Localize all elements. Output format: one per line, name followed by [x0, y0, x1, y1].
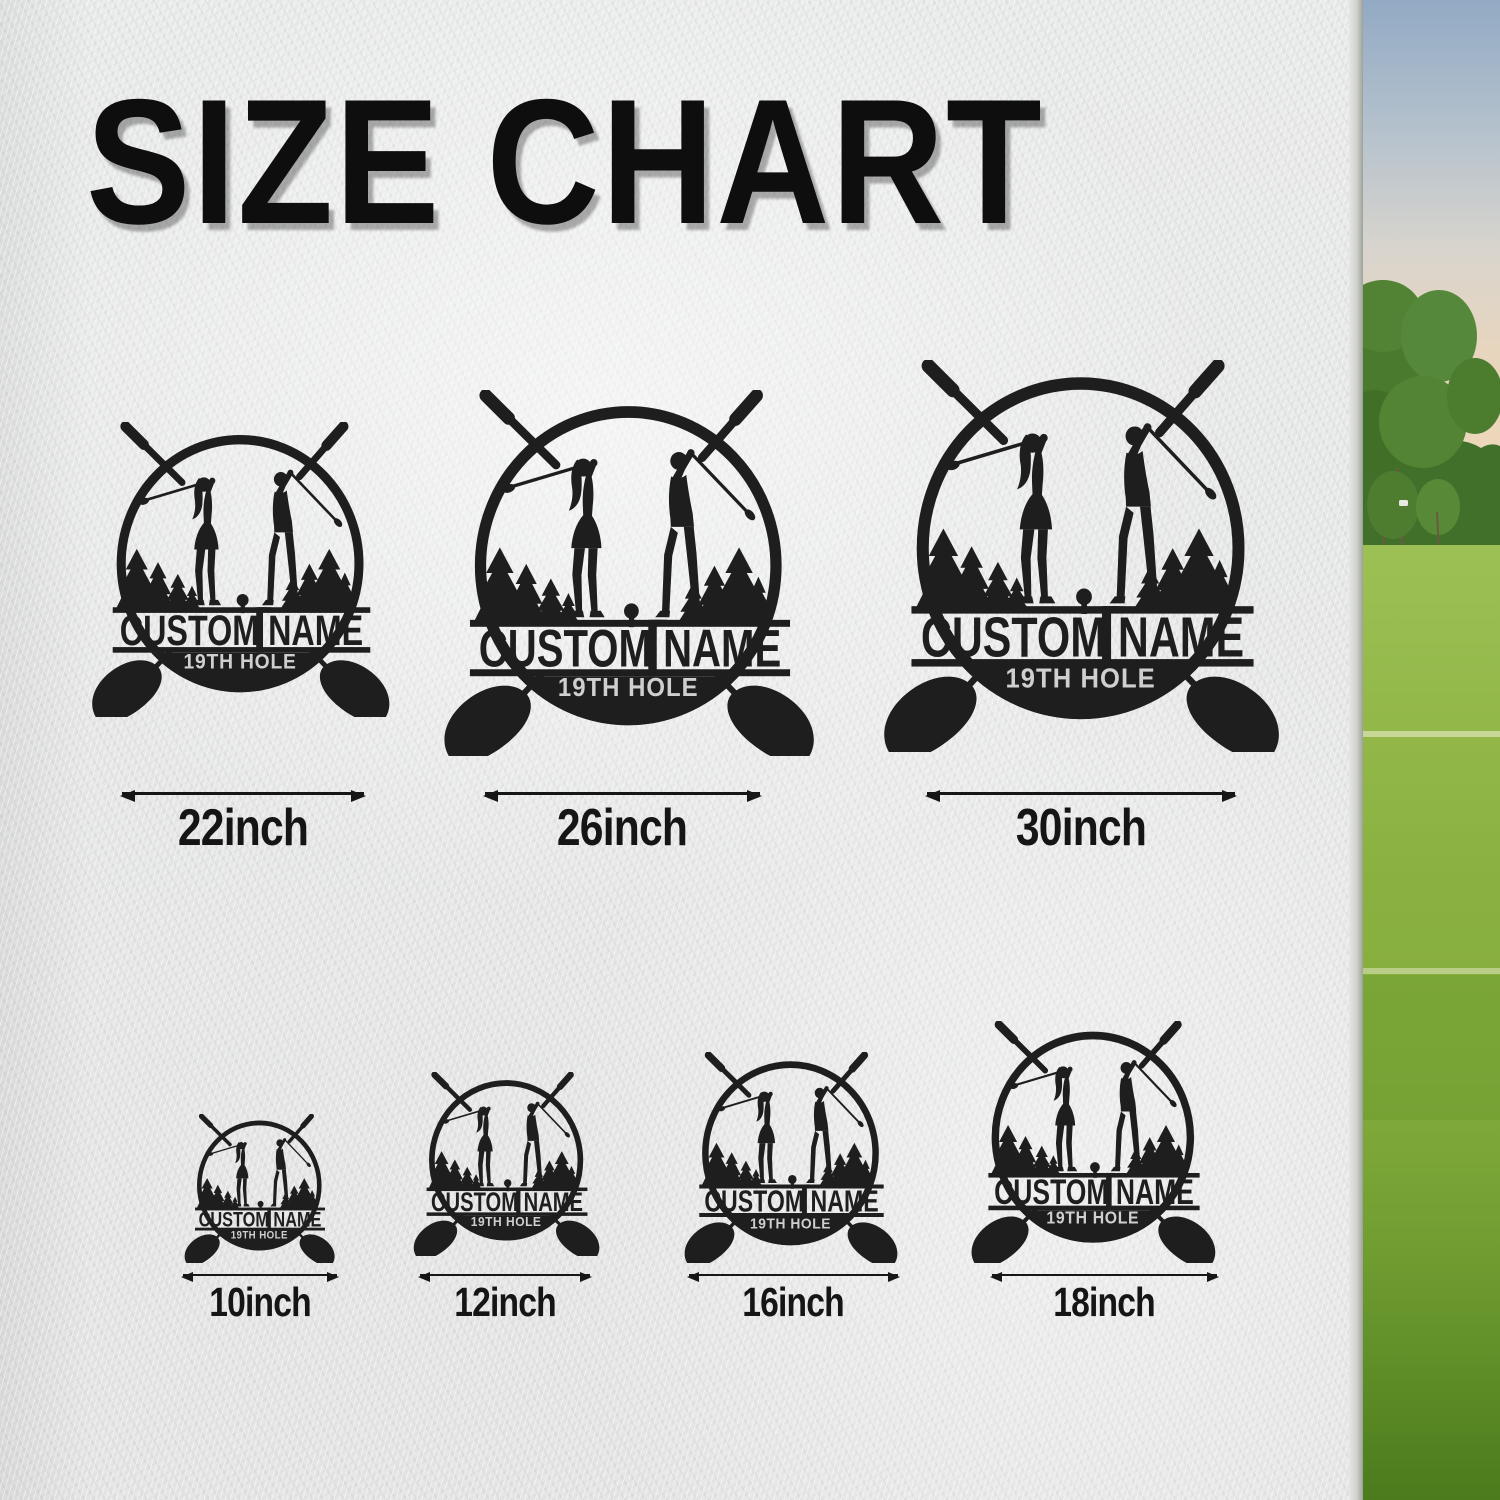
- metal-sign-18inch: CUSTOM NAME 19TH HOLE: [964, 1021, 1224, 1263]
- size-label-30inch: 30inch: [1015, 799, 1147, 857]
- dimension-arrow-16inch: [687, 1272, 900, 1282]
- golf-course-photo: [1363, 0, 1500, 1500]
- sign-custom-name: CUSTOM NAME: [994, 1173, 1194, 1212]
- dimension-arrow-12inch: [418, 1272, 592, 1282]
- size-label-26inch: 26inch: [556, 799, 688, 857]
- sign-custom-name: CUSTOM NAME: [431, 1187, 583, 1218]
- size-label-16inch: 16inch: [742, 1279, 844, 1325]
- dimension-arrow-22inch: [120, 790, 366, 802]
- metal-sign-10inch: CUSTOM NAME 19TH HOLE: [180, 1114, 340, 1263]
- sign-subtitle: 19TH HOLE: [558, 674, 699, 703]
- size-label-22inch: 22inch: [177, 799, 309, 857]
- metal-sign-12inch: CUSTOM NAME 19TH HOLE: [408, 1072, 606, 1256]
- photo-tree-line: [1363, 280, 1500, 557]
- dimension-arrow-10inch: [181, 1272, 339, 1282]
- size-label-12inch: 12inch: [454, 1279, 556, 1325]
- sign-subtitle: 19TH HOLE: [1005, 662, 1155, 694]
- dimension-arrow-30inch: [925, 790, 1237, 802]
- sign-custom-name: CUSTOM NAME: [199, 1208, 322, 1231]
- size-label-18inch: 18inch: [1053, 1279, 1155, 1325]
- sign-subtitle: 19TH HOLE: [1046, 1208, 1139, 1227]
- sign-custom-name: CUSTOM NAME: [479, 619, 782, 678]
- sign-subtitle: 19TH HOLE: [183, 650, 296, 673]
- metal-sign-30inch: CUSTOM NAME 19TH HOLE: [872, 360, 1293, 752]
- sign-subtitle: 19TH HOLE: [750, 1216, 831, 1232]
- sign-custom-name: CUSTOM NAME: [921, 605, 1244, 668]
- dimension-arrow-26inch: [483, 790, 762, 802]
- size-label-10inch: 10inch: [209, 1279, 311, 1325]
- sign-subtitle: 19TH HOLE: [471, 1214, 542, 1229]
- metal-sign-16inch: CUSTOM NAME 19TH HOLE: [678, 1052, 905, 1263]
- metal-sign-22inch: CUSTOM NAME 19TH HOLE: [83, 422, 400, 717]
- sign-custom-name: CUSTOM NAME: [704, 1185, 878, 1219]
- wall-edge: [1349, 0, 1363, 1500]
- sign-subtitle: 19TH HOLE: [231, 1229, 288, 1241]
- sign-custom-name: CUSTOM NAME: [120, 606, 363, 654]
- dimension-arrow-18inch: [990, 1272, 1219, 1282]
- page-title: SIZE CHART: [86, 62, 1044, 261]
- metal-sign-26inch: CUSTOM NAME 19TH HOLE: [433, 390, 827, 756]
